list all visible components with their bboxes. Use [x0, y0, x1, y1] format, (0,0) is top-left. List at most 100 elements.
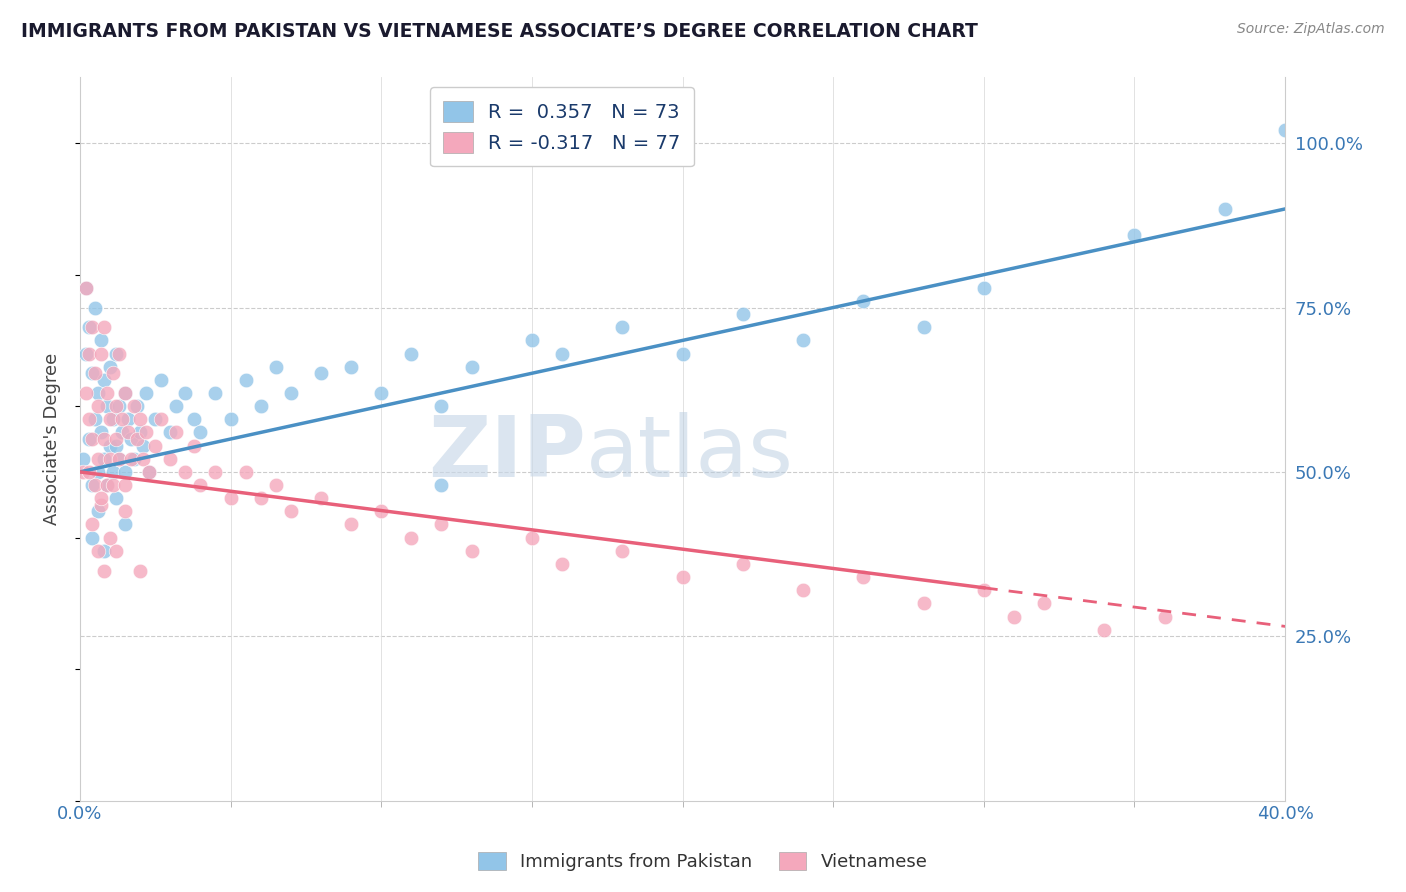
Point	[370, 504, 392, 518]
Point	[87, 504, 110, 518]
Point	[129, 564, 152, 578]
Point	[96, 399, 118, 413]
Point	[75, 281, 97, 295]
Point	[1092, 623, 1115, 637]
Point	[84, 478, 107, 492]
Point	[190, 478, 212, 492]
Point	[77, 432, 100, 446]
Point	[77, 320, 100, 334]
Point	[264, 478, 287, 492]
Legend: R =  0.357   N = 73, R = -0.317   N = 77: R = 0.357 N = 73, R = -0.317 N = 77	[430, 87, 695, 167]
Point	[75, 281, 97, 295]
Point	[98, 439, 121, 453]
Point	[135, 425, 157, 440]
Point	[105, 432, 128, 446]
Point	[340, 359, 363, 374]
Point	[84, 366, 107, 380]
Point	[98, 359, 121, 374]
Point	[93, 543, 115, 558]
Point	[98, 531, 121, 545]
Point	[401, 531, 423, 545]
Point	[430, 399, 453, 413]
Point	[138, 465, 160, 479]
Point	[105, 439, 128, 453]
Point	[912, 596, 935, 610]
Point	[219, 412, 242, 426]
Point	[93, 320, 115, 334]
Point	[90, 491, 112, 506]
Point	[138, 465, 160, 479]
Point	[731, 557, 754, 571]
Point	[460, 543, 482, 558]
Point	[249, 491, 271, 506]
Point	[108, 346, 131, 360]
Point	[129, 412, 152, 426]
Point	[114, 386, 136, 401]
Point	[165, 399, 187, 413]
Point	[87, 399, 110, 413]
Point	[235, 465, 257, 479]
Point	[731, 307, 754, 321]
Point	[80, 531, 103, 545]
Point	[370, 386, 392, 401]
Point	[87, 451, 110, 466]
Point	[912, 320, 935, 334]
Point	[108, 451, 131, 466]
Point	[101, 412, 124, 426]
Text: IMMIGRANTS FROM PAKISTAN VS VIETNAMESE ASSOCIATE’S DEGREE CORRELATION CHART: IMMIGRANTS FROM PAKISTAN VS VIETNAMESE A…	[21, 22, 979, 41]
Point	[309, 491, 332, 506]
Point	[96, 386, 118, 401]
Point	[852, 293, 875, 308]
Point	[671, 346, 693, 360]
Point	[551, 557, 574, 571]
Point	[111, 425, 134, 440]
Point	[96, 478, 118, 492]
Point	[80, 478, 103, 492]
Point	[264, 359, 287, 374]
Point	[72, 451, 94, 466]
Point	[84, 412, 107, 426]
Point	[75, 386, 97, 401]
Point	[174, 465, 197, 479]
Point	[84, 301, 107, 315]
Point	[1213, 202, 1236, 216]
Point	[127, 399, 149, 413]
Point	[129, 425, 152, 440]
Point	[165, 425, 187, 440]
Point	[93, 564, 115, 578]
Point	[132, 451, 155, 466]
Point	[75, 346, 97, 360]
Point	[973, 583, 995, 598]
Point	[90, 346, 112, 360]
Point	[93, 451, 115, 466]
Y-axis label: Associate's Degree: Associate's Degree	[44, 353, 60, 525]
Point	[77, 346, 100, 360]
Point	[108, 451, 131, 466]
Point	[114, 478, 136, 492]
Point	[87, 386, 110, 401]
Point	[1002, 609, 1025, 624]
Point	[612, 320, 634, 334]
Point	[80, 320, 103, 334]
Point	[150, 412, 173, 426]
Text: atlas: atlas	[586, 412, 794, 495]
Point	[80, 432, 103, 446]
Point	[93, 373, 115, 387]
Point	[114, 386, 136, 401]
Point	[219, 491, 242, 506]
Point	[1033, 596, 1056, 610]
Point	[111, 412, 134, 426]
Point	[973, 281, 995, 295]
Point	[101, 366, 124, 380]
Point	[852, 570, 875, 584]
Point	[122, 399, 145, 413]
Point	[430, 517, 453, 532]
Point	[120, 432, 142, 446]
Point	[72, 465, 94, 479]
Point	[249, 399, 271, 413]
Point	[98, 412, 121, 426]
Point	[551, 346, 574, 360]
Point	[90, 498, 112, 512]
Point	[612, 543, 634, 558]
Point	[105, 543, 128, 558]
